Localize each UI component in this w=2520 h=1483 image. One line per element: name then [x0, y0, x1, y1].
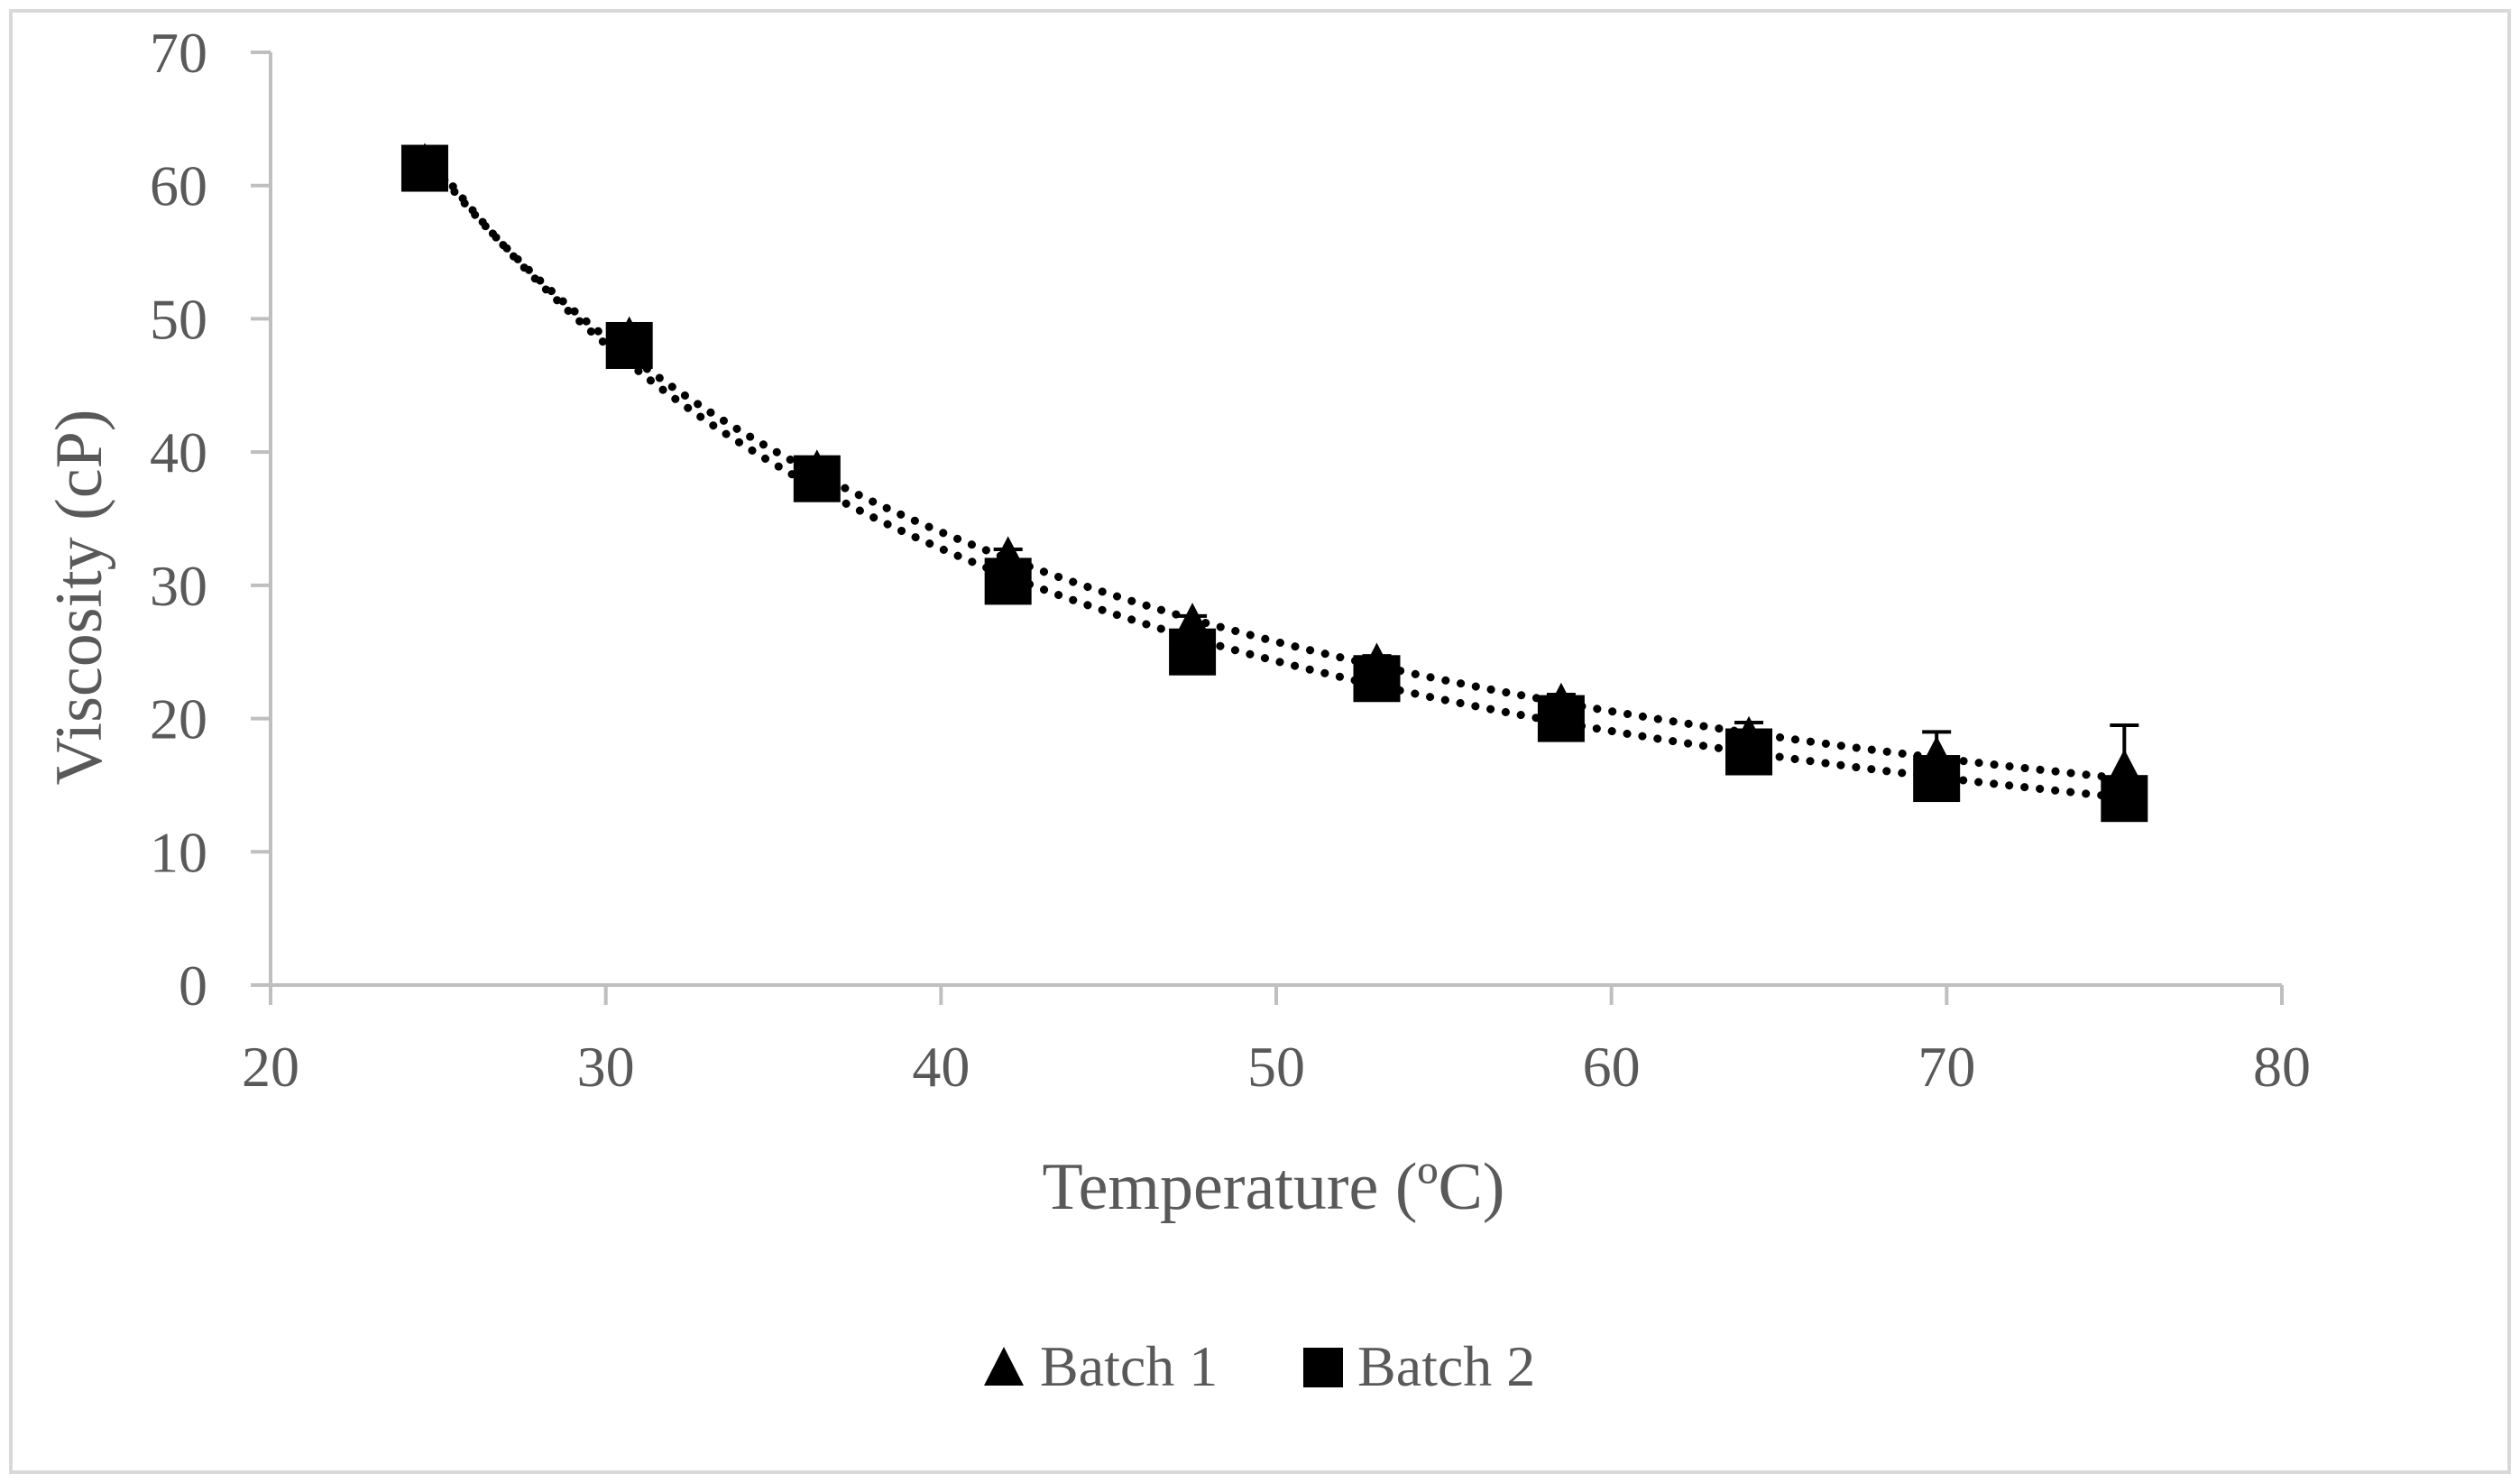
batch-2-point: [1353, 655, 1401, 703]
batch-2-point: [1725, 728, 1773, 776]
x-tick-label: 20: [242, 1035, 299, 1099]
y-tick-label: 30: [150, 554, 207, 618]
chart-border: [9, 9, 2511, 1474]
trendline-batch-1: [420, 152, 2129, 783]
y-tick-label: 0: [179, 953, 207, 1018]
x-tick-label: 30: [577, 1035, 635, 1099]
legend-square-icon: [1303, 1348, 1343, 1387]
legend: Batch 1 Batch 2: [984, 1334, 1535, 1398]
batch-2-point: [1913, 755, 1961, 803]
batch-2-point: [400, 144, 448, 192]
batch-2-point: [605, 321, 653, 369]
trendlines: [420, 145, 2129, 802]
trendline-batch-2: [420, 145, 2129, 802]
legend-label-batch-2: Batch 2: [1357, 1334, 1535, 1398]
y-tick-label: 60: [150, 154, 207, 218]
x-axis-title: Temperature (ºC): [1043, 1150, 1505, 1224]
y-tick-label: 20: [150, 687, 207, 751]
batch-2-point: [984, 557, 1032, 605]
x-tick-label: 40: [912, 1035, 970, 1099]
y-axis: 0 10 20 30 40 50 60 70: [150, 21, 272, 1018]
batch-2-point: [1537, 695, 1585, 742]
y-tick-label: 50: [150, 287, 207, 351]
y-tick-label: 70: [150, 21, 207, 85]
x-tick-label: 60: [1583, 1035, 1641, 1099]
legend-triangle-icon: [984, 1347, 1024, 1386]
batch-2-point: [2101, 775, 2148, 823]
batch-2-point: [1169, 628, 1217, 676]
y-tick-label: 40: [150, 420, 207, 484]
y-tick-label: 10: [150, 820, 207, 884]
data-markers: [400, 143, 2148, 823]
x-axis: 20 30 40 50 60 70 80: [242, 983, 2311, 1099]
x-tick-label: 80: [2253, 1035, 2311, 1099]
x-tick-label: 70: [1918, 1035, 1975, 1099]
y-axis-title: Viscosity (cP): [42, 410, 116, 786]
batch-2-point: [793, 455, 841, 502]
legend-label-batch-1: Batch 1: [1040, 1334, 1218, 1398]
x-tick-label: 50: [1247, 1035, 1305, 1099]
